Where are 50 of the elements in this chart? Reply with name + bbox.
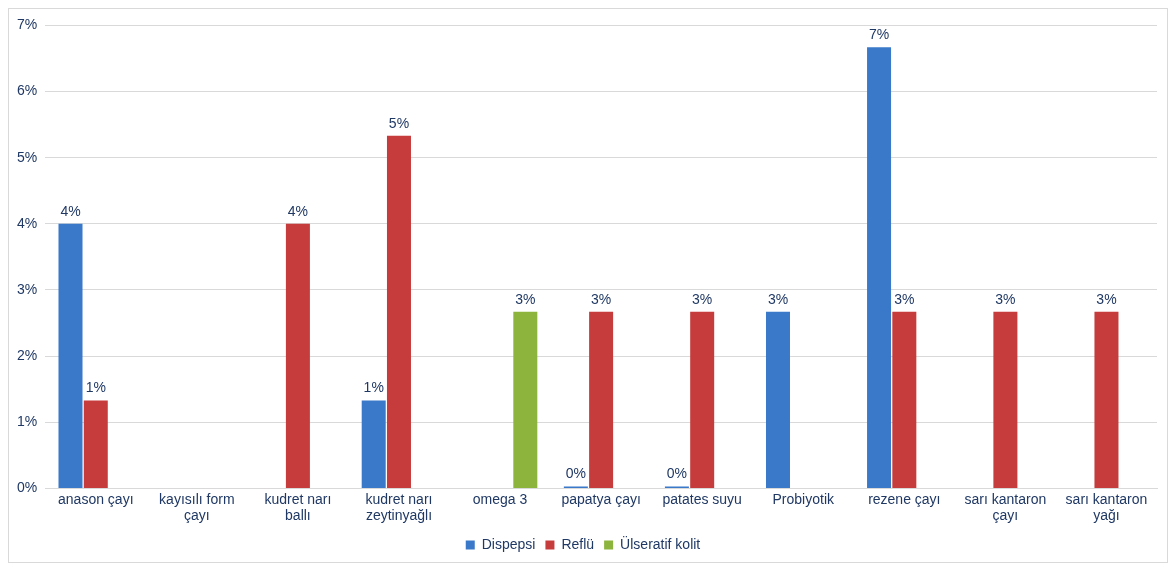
x-tick-label: sarı kantaron çayı — [964, 490, 1047, 524]
legend-label: Dispepsi — [481, 535, 536, 552]
bar — [58, 223, 83, 488]
y-tick-label: 1% — [17, 413, 38, 430]
x-tick-label: sarı kantaron yağı — [1065, 490, 1148, 524]
bar — [386, 135, 411, 488]
y-tick-label: 0% — [17, 479, 38, 496]
y-tick-label: 6% — [17, 82, 38, 99]
data-label: 3% — [767, 290, 789, 307]
bar — [285, 223, 310, 488]
x-tick-label: kayısılı form çayı — [159, 490, 235, 524]
legend-label: Ülseratif kolit — [620, 534, 701, 552]
x-tick-label: anason çayı — [58, 490, 134, 507]
x-tick-label: kudret narı zeytinyağlı — [365, 490, 433, 524]
x-tick-label: omega 3 — [472, 490, 528, 507]
bar — [1094, 311, 1119, 488]
data-label: 3% — [1096, 290, 1117, 307]
y-tick-label: 2% — [17, 346, 38, 363]
data-label: 3% — [894, 290, 915, 307]
data-label: 3% — [591, 290, 612, 307]
bar — [765, 311, 790, 488]
data-label: 5% — [388, 114, 410, 131]
legend-label: Reflü — [561, 535, 595, 552]
data-label: 3% — [995, 290, 1016, 307]
data-label: 4% — [287, 202, 309, 219]
data-label: 1% — [363, 379, 384, 396]
y-tick-label: 3% — [17, 280, 38, 297]
data-label: 4% — [60, 202, 81, 219]
bar — [867, 47, 892, 488]
bar — [993, 311, 1018, 488]
y-tick-label: 5% — [17, 148, 38, 165]
data-label: 3% — [692, 290, 713, 307]
bar — [83, 400, 108, 488]
y-tick-label: 4% — [17, 214, 38, 231]
x-tick-label: papatya çayı — [561, 490, 641, 507]
data-label: 7% — [868, 26, 890, 43]
data-label: 0% — [565, 465, 586, 482]
data-label: 0% — [666, 465, 688, 482]
x-tick-label: patates suyu — [662, 490, 742, 507]
y-tick-label: 7% — [17, 16, 38, 33]
x-tick-label: Probiyotik — [772, 490, 835, 507]
bar — [513, 311, 538, 488]
x-tick-label: rezene çayı — [868, 490, 941, 507]
x-tick-label: kudret narı ballı — [264, 490, 332, 524]
bar — [589, 311, 614, 488]
data-label: 1% — [85, 379, 106, 396]
data-label: 3% — [515, 290, 536, 307]
bar — [361, 400, 386, 488]
bar — [690, 311, 715, 488]
bar — [892, 311, 917, 488]
